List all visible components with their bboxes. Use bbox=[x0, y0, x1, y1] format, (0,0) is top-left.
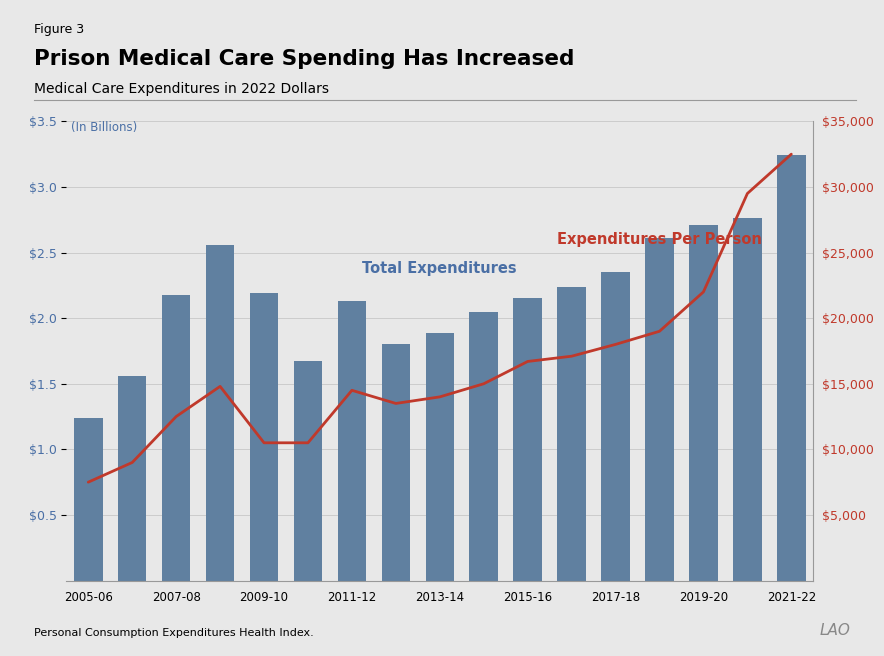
Text: LAO: LAO bbox=[819, 623, 850, 638]
Bar bbox=[338, 301, 366, 581]
Bar bbox=[425, 333, 454, 581]
Text: Total Expenditures: Total Expenditures bbox=[362, 261, 517, 276]
Bar bbox=[733, 218, 762, 581]
Bar bbox=[382, 344, 410, 581]
Bar bbox=[162, 295, 190, 581]
Bar bbox=[690, 225, 718, 581]
Text: (In Billions): (In Billions) bbox=[71, 121, 137, 134]
Bar bbox=[557, 287, 586, 581]
Bar bbox=[206, 245, 234, 581]
Bar bbox=[601, 272, 629, 581]
Bar bbox=[777, 155, 805, 581]
Bar bbox=[293, 361, 323, 581]
Text: Figure 3: Figure 3 bbox=[34, 23, 84, 36]
Text: Expenditures Per Person: Expenditures Per Person bbox=[557, 232, 762, 247]
Bar bbox=[514, 298, 542, 581]
Bar bbox=[645, 238, 674, 581]
Bar bbox=[469, 312, 498, 581]
Text: Personal Consumption Expenditures Health Index.: Personal Consumption Expenditures Health… bbox=[34, 628, 313, 638]
Text: Medical Care Expenditures in 2022 Dollars: Medical Care Expenditures in 2022 Dollar… bbox=[34, 82, 329, 96]
Bar bbox=[74, 418, 103, 581]
Text: Prison Medical Care Spending Has Increased: Prison Medical Care Spending Has Increas… bbox=[34, 49, 574, 69]
Bar bbox=[118, 376, 147, 581]
Bar bbox=[250, 293, 278, 581]
